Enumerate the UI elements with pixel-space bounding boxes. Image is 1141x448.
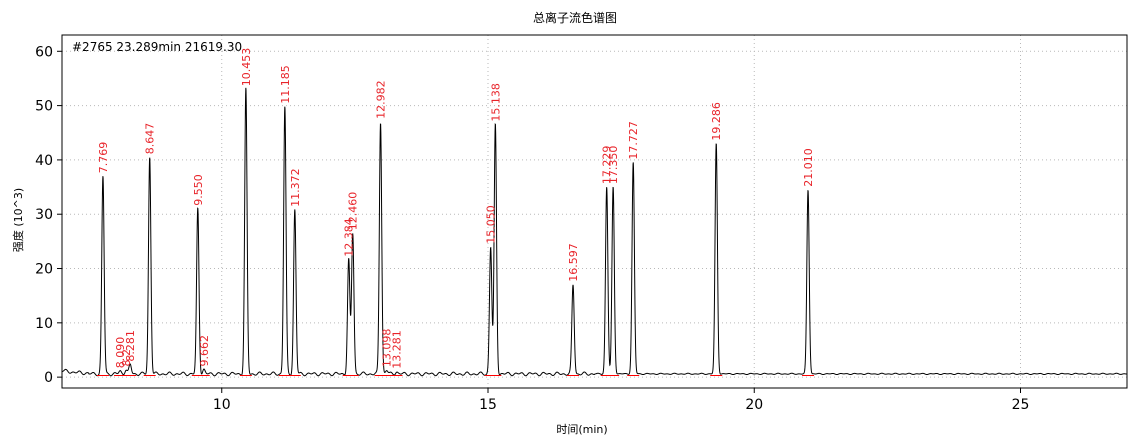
y-tick-label: 60 <box>35 44 53 60</box>
plot-frame <box>61 34 1128 389</box>
x-tick-label: 25 <box>1012 397 1030 413</box>
chart-title: 总离子流色谱图 <box>533 10 617 25</box>
x-tick-label: 10 <box>213 397 231 413</box>
peak-label: 13.281 <box>391 330 404 369</box>
y-tick-label: 0 <box>44 370 53 386</box>
peak-label: 13.098 <box>381 329 394 368</box>
peak-label: 12.982 <box>375 80 388 119</box>
peak-label: 17.727 <box>627 121 640 160</box>
y-tick-label: 10 <box>35 316 53 332</box>
x-tick-label: 15 <box>479 397 497 413</box>
peak-label: 8.281 <box>124 330 137 362</box>
y-tick-label: 20 <box>35 262 53 278</box>
x-tick-label: 20 <box>745 397 763 413</box>
peak-label: 12.460 <box>347 192 360 231</box>
peak-label: 7.769 <box>97 142 110 174</box>
peak-label: 17.350 <box>607 146 620 185</box>
peak-label: 11.185 <box>279 65 292 104</box>
peak-label: 8.2 <box>120 349 133 367</box>
scan-info-label: #2765 23.289min 21619.30 <box>72 40 242 54</box>
peak-label: 12.384 <box>343 218 356 257</box>
peak-label: 11.372 <box>289 168 302 207</box>
peak-label: 10.453 <box>240 48 253 87</box>
y-axis-label: 强度 (10^3) <box>11 188 25 252</box>
peak-label: 9.550 <box>192 174 205 206</box>
peak-label: 8.647 <box>144 123 157 155</box>
peak-label: 9.662 <box>198 335 211 367</box>
peak-label: 17.229 <box>601 146 614 185</box>
grid-layer <box>62 35 1127 388</box>
peak-label: 15.138 <box>489 83 502 122</box>
y-tick-label: 40 <box>35 153 53 169</box>
y-tick-label: 50 <box>35 99 53 115</box>
y-tick-label: 30 <box>35 207 53 223</box>
peak-label: 8.090 <box>114 337 127 369</box>
tick-layer: 10 15 20 25 0 10 20 30 40 50 60 <box>35 44 1029 413</box>
tic-trace-line <box>61 87 1128 377</box>
peak-label: 15.050 <box>485 205 498 244</box>
peak-label: 19.286 <box>710 102 723 141</box>
trace-layer <box>61 87 1128 377</box>
x-axis-label: 时间(min) <box>556 423 607 436</box>
peak-label: 16.597 <box>567 243 580 282</box>
peak-label: 21.010 <box>802 148 815 187</box>
